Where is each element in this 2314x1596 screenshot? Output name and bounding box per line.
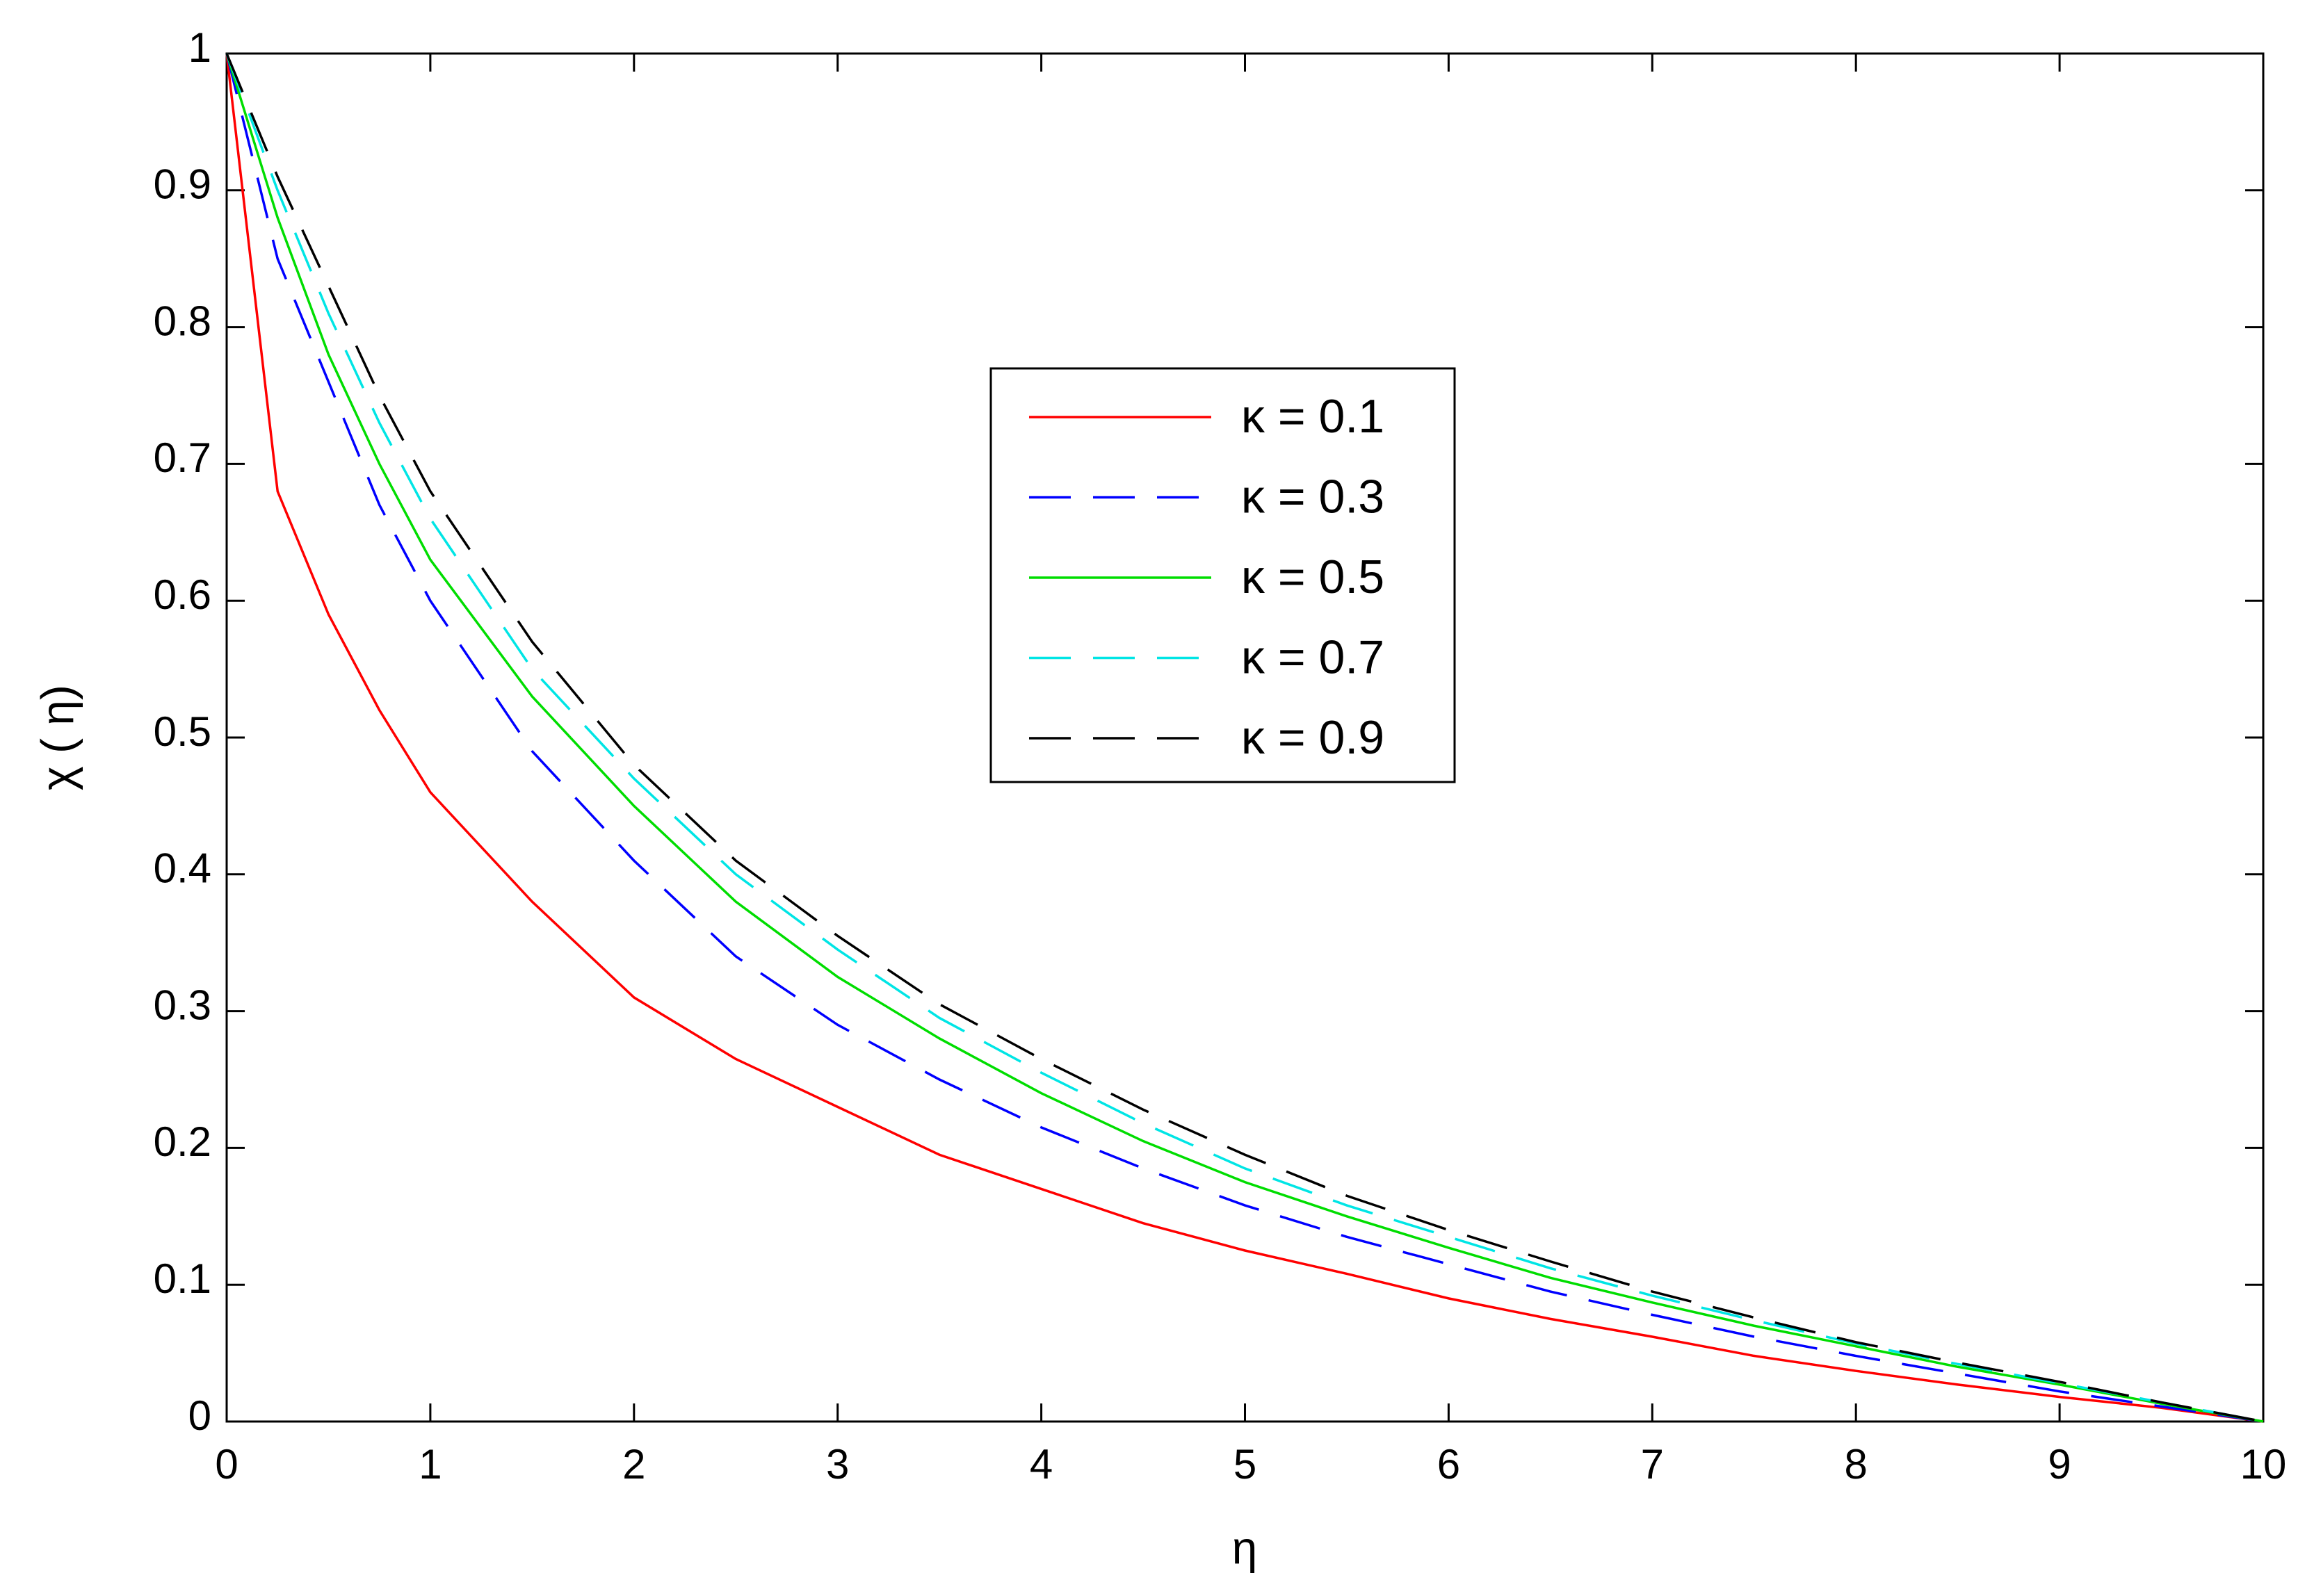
x-tick-label: 8 [1845, 1441, 1868, 1488]
x-tick-label: 3 [826, 1441, 849, 1488]
y-axis-label: χ ( η) [31, 685, 83, 790]
x-tick-label: 10 [2240, 1441, 2287, 1488]
y-tick-label: 0.5 [154, 708, 211, 755]
y-tick-label: 1 [188, 24, 211, 71]
x-tick-label: 2 [622, 1441, 645, 1488]
legend-label: κ = 0.9 [1241, 711, 1384, 764]
y-tick-label: 0 [188, 1392, 211, 1439]
series-line [225, 53, 2264, 1423]
y-tick-label: 0.2 [154, 1118, 211, 1165]
y-tick-label: 0.8 [154, 298, 211, 344]
legend-label: κ = 0.3 [1241, 470, 1384, 523]
y-tick-label: 0.1 [154, 1255, 211, 1302]
y-tick-label: 0.3 [154, 982, 211, 1028]
legend-label: κ = 0.1 [1241, 390, 1384, 443]
x-tick-label: 6 [1437, 1441, 1460, 1488]
x-tick-label: 4 [1030, 1441, 1053, 1488]
series-line [225, 53, 2264, 1423]
y-tick-label: 0.7 [154, 434, 211, 481]
x-tick-label: 0 [215, 1441, 238, 1488]
x-tick-label: 7 [1641, 1441, 1664, 1488]
legend-box [989, 367, 1456, 783]
y-tick-label: 0.9 [154, 161, 211, 208]
legend-label: κ = 0.5 [1241, 551, 1384, 603]
series-line [225, 53, 2264, 1423]
y-tick-label: 0.6 [154, 571, 211, 618]
x-axis-label: η [1232, 1522, 1258, 1573]
y-tick-label: 0.4 [154, 845, 211, 892]
legend-label: κ = 0.7 [1241, 630, 1384, 683]
series-line [225, 53, 2264, 1423]
x-tick-label: 5 [1233, 1441, 1256, 1488]
x-tick-label: 9 [2048, 1441, 2071, 1488]
x-tick-label: 1 [419, 1441, 442, 1488]
series-line [225, 53, 2264, 1423]
